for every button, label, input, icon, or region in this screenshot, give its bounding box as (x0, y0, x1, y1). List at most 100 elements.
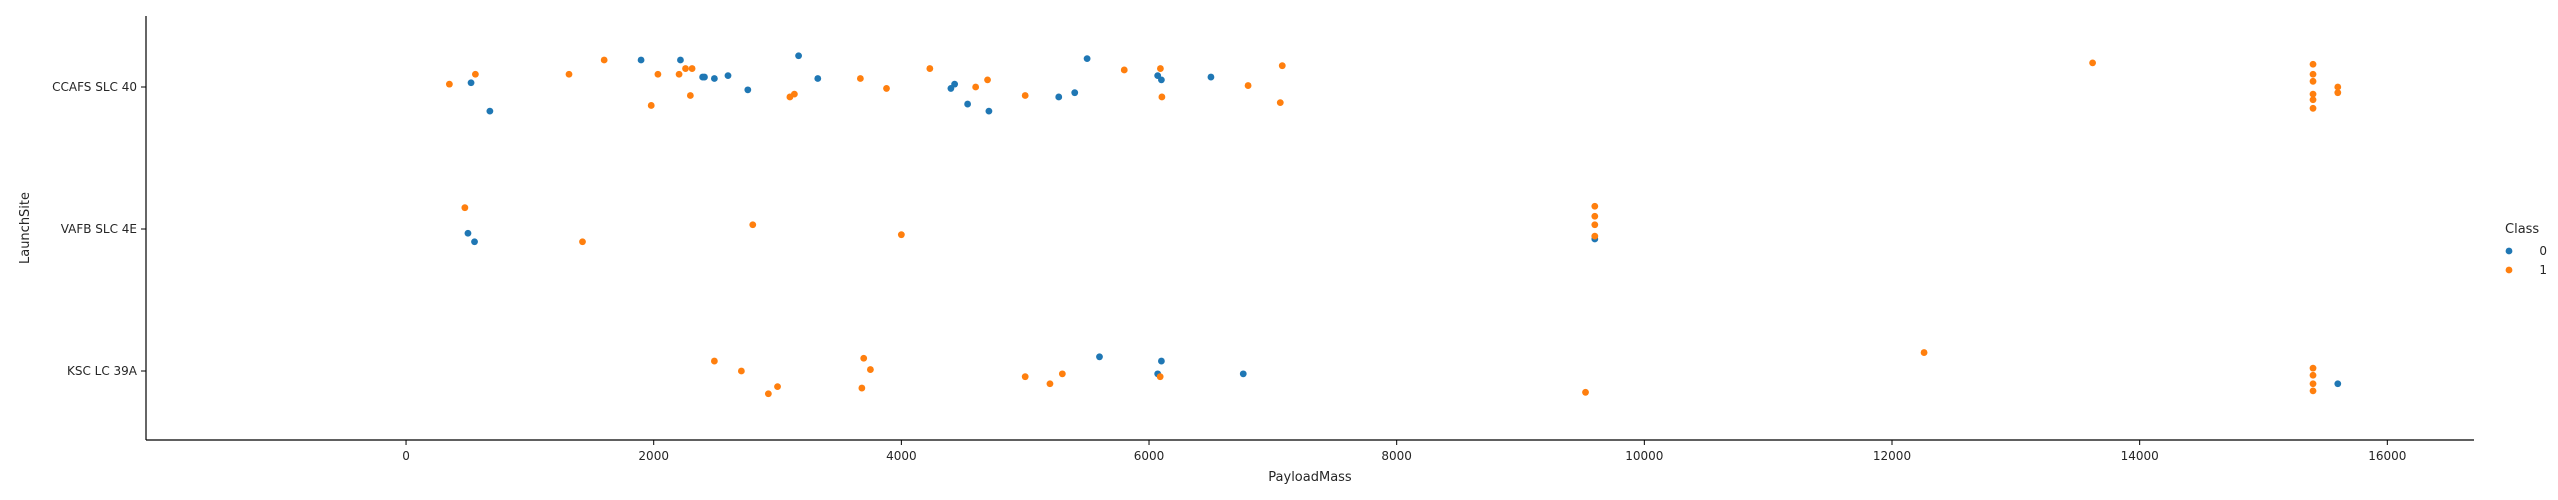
data-point-class-1 (1244, 82, 1252, 89)
data-point-class-1 (774, 383, 781, 391)
data-point-class-1 (710, 357, 718, 365)
x-tick-label: 16000 (2368, 449, 2406, 463)
data-point-class-0 (2334, 380, 2342, 388)
x-tick-label: 2000 (638, 449, 669, 463)
data-point-class-1 (2089, 59, 2097, 67)
data-point-class-0 (951, 80, 959, 88)
data-point-class-1 (1591, 202, 1599, 210)
data-point-class-1 (1158, 93, 1166, 101)
data-point-class-1 (856, 75, 864, 82)
data-point-class-0 (1083, 55, 1091, 62)
data-point-class-1 (461, 204, 469, 212)
data-point-class-1 (1591, 212, 1599, 220)
data-point-class-0 (637, 56, 645, 64)
data-point-class-1 (445, 80, 453, 88)
data-point-class-0 (795, 52, 802, 60)
legend-label-1: 1 (2539, 263, 2547, 277)
data-point-class-0 (964, 100, 972, 108)
data-point-class-1 (926, 65, 934, 72)
data-point-class-1 (2309, 60, 2317, 68)
data-point-class-1 (2309, 90, 2317, 98)
data-point-class-0 (985, 107, 993, 115)
data-point-class-1 (1276, 99, 1284, 107)
data-point-class-1 (867, 366, 874, 373)
x-tick-label: 14000 (2121, 449, 2159, 463)
data-point-class-1 (2334, 83, 2342, 91)
data-point-class-1 (1582, 388, 1589, 396)
data-point-class-0 (486, 107, 494, 115)
data-point-class-1 (883, 85, 890, 92)
data-point-class-1 (860, 354, 868, 362)
x-tick-label: 8000 (1381, 449, 1412, 463)
data-point-class-1 (654, 70, 662, 78)
data-point-class-1 (1278, 62, 1286, 70)
data-point-class-1 (565, 70, 573, 78)
data-point-class-1 (471, 70, 479, 78)
data-point-class-0 (1096, 353, 1103, 361)
data-point-class-0 (1239, 370, 1247, 378)
legend: Class 01 (2505, 222, 2547, 277)
data-point-class-1 (1157, 65, 1164, 72)
data-point-class-0 (471, 238, 478, 246)
data-point-class-1 (1591, 232, 1599, 240)
data-point-class-1 (1021, 373, 1029, 381)
data-point-class-1 (2309, 96, 2317, 104)
data-point-class-0 (464, 229, 472, 237)
data-point-class-1 (2309, 70, 2317, 78)
legend-label-0: 0 (2539, 244, 2547, 258)
x-tick-label: 4000 (886, 449, 917, 463)
data-point-class-1 (2309, 77, 2317, 85)
x-tick-label: 10000 (1625, 449, 1663, 463)
legend-title: Class (2505, 222, 2539, 237)
data-point-class-0 (744, 86, 752, 94)
legend-marker-0 (2505, 247, 2513, 255)
data-point-class-1 (749, 221, 757, 229)
data-point-class-1 (972, 83, 980, 91)
data-point-class-0 (814, 75, 822, 82)
data-point-class-0 (1158, 357, 1165, 365)
data-point-class-1 (2309, 364, 2317, 372)
data-point-class-0 (677, 56, 684, 64)
plot-area: 0 2000 4000 6000 8000 10000 12000 14000 16000 CC… (52, 16, 2474, 463)
x-tick-label: 12000 (1873, 449, 1911, 463)
data-point-class-1 (2309, 387, 2317, 395)
data-point-class-1 (600, 56, 608, 64)
data-point-class-0 (467, 79, 475, 87)
data-point-class-1 (1591, 221, 1599, 229)
legend-items: 01 (2505, 244, 2547, 277)
data-point-class-1 (647, 102, 655, 109)
data-point-class-0 (724, 72, 732, 80)
data-point-class-0 (710, 75, 718, 82)
data-point-class-1 (1021, 92, 1029, 99)
data-point-class-1 (1920, 349, 1928, 356)
data-point-class-1 (579, 238, 586, 246)
data-point-class-0 (1207, 73, 1215, 81)
x-tick-label: 6000 (1134, 449, 1165, 463)
y-tick-label: VAFB SLC 4E (61, 222, 137, 236)
data-point-class-1 (1058, 370, 1066, 378)
data-point-class-1 (1156, 373, 1164, 381)
data-point-class-1 (2309, 380, 2317, 388)
data-point-class-1 (1120, 66, 1128, 74)
data-point-class-1 (790, 90, 798, 98)
y-axis-label: LaunchSite (18, 192, 33, 264)
data-point-class-1 (1046, 380, 1054, 388)
data-point-class-1 (675, 70, 683, 78)
data-point-class-1 (897, 231, 905, 239)
x-tick-label: 0 (402, 449, 410, 463)
data-point-class-1 (984, 76, 991, 84)
data-points (445, 52, 2342, 398)
data-point-class-1 (858, 384, 866, 392)
y-tick-label: KSC LC 39A (67, 364, 138, 378)
data-point-class-0 (1158, 76, 1165, 84)
data-point-class-1 (2309, 104, 2317, 112)
data-point-class-0 (1055, 93, 1063, 101)
data-point-class-1 (682, 65, 689, 72)
data-point-class-1 (764, 390, 772, 398)
y-tick-label: CCAFS SLC 40 (52, 80, 137, 94)
data-point-class-0 (701, 73, 708, 81)
data-point-class-1 (2334, 89, 2342, 97)
data-point-class-0 (1071, 89, 1079, 97)
data-point-class-1 (688, 65, 696, 72)
